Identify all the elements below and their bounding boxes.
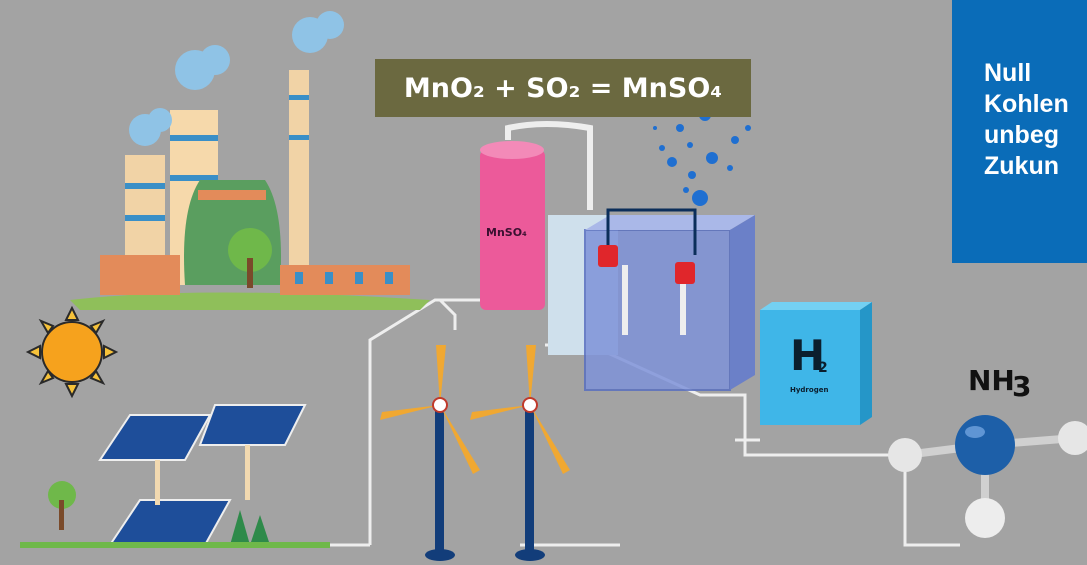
info-box: Null Kohlen unbeg Zukun <box>952 0 1087 263</box>
factory-icon <box>70 11 430 310</box>
tank-label: MnSO₄ <box>486 226 527 239</box>
info-box-line: unbeg <box>984 121 1059 149</box>
ammonia-molecule-icon: NH 3 <box>888 364 1087 538</box>
ammonia-symbol: NH <box>968 364 1015 397</box>
hydrogen-name: Hydrogen <box>790 386 828 394</box>
info-box-line: Null <box>984 59 1032 87</box>
solar-panels-icon <box>20 404 330 548</box>
mnso4-tank-icon: MnSO₄ <box>480 121 593 310</box>
electrolyzer-icon <box>548 208 755 391</box>
hydrogen-cube-icon: H 2 Hydrogen <box>760 302 872 425</box>
hydrogen-subscript: 2 <box>818 360 828 376</box>
info-box-line: Kohlen <box>984 90 1069 118</box>
chemical-equation: MnO₂ + SO₂ = MnSO₄ <box>375 59 751 117</box>
sun-icon <box>25 305 119 399</box>
hydrogen-bubbles-icon <box>653 102 751 206</box>
info-box-line: Zukun <box>984 152 1059 180</box>
hydrogen-symbol: H <box>790 331 825 380</box>
wind-turbines-icon <box>380 345 570 561</box>
ammonia-subscript: 3 <box>1012 370 1031 403</box>
